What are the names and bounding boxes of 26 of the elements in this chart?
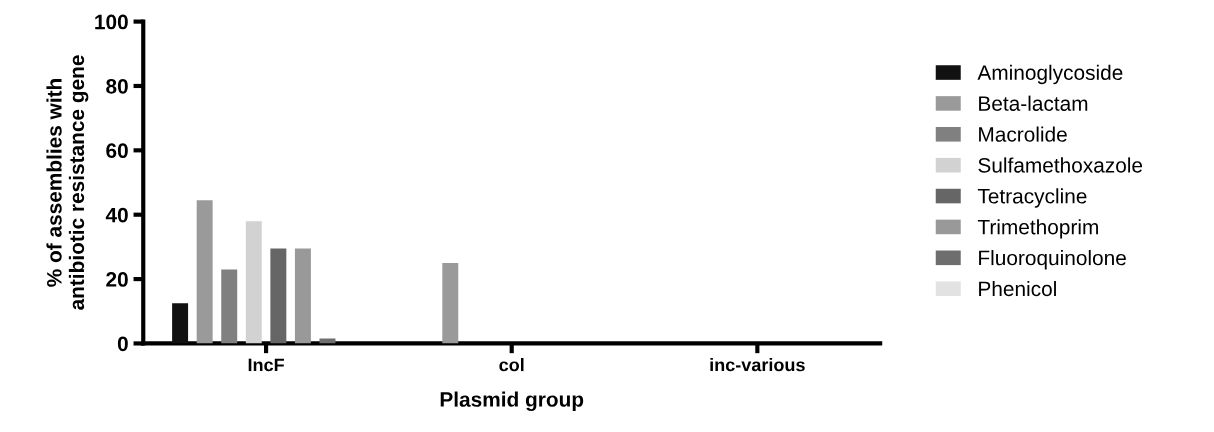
bar bbox=[196, 200, 213, 344]
x-tick-label: IncF bbox=[248, 358, 284, 372]
y-tick-label: 100 bbox=[95, 14, 128, 30]
bar bbox=[270, 248, 287, 344]
legend-label: Sulfamethoxazole bbox=[978, 157, 1143, 173]
y-axis-title: % of assemblies with antibiotic resistance gene bbox=[46, 55, 89, 310]
y-tick-label: 60 bbox=[106, 143, 128, 159]
y-tick-label: 80 bbox=[106, 78, 128, 94]
legend-label: Fluoroquinolone bbox=[979, 250, 1126, 270]
legend-label: Macrolide bbox=[979, 126, 1067, 142]
y-tick-label: 0 bbox=[117, 336, 128, 352]
legend-label: Aminoglycoside bbox=[977, 64, 1123, 85]
y-tick-label: 20 bbox=[106, 272, 128, 287]
legend-label: Trimethoprim bbox=[977, 219, 1098, 239]
legend-label: Phenicol bbox=[979, 280, 1056, 297]
x-tick-label: col bbox=[499, 358, 524, 372]
bar bbox=[294, 248, 311, 344]
bar bbox=[442, 262, 459, 344]
x-tick-label: inc-various bbox=[710, 358, 805, 372]
legend-label: Beta-lactam bbox=[979, 95, 1088, 111]
x-axis-title: Plasmid group bbox=[440, 391, 584, 412]
y-tick-label: 40 bbox=[105, 207, 128, 223]
bar bbox=[172, 303, 189, 344]
legend-label: Tetracycline bbox=[977, 188, 1087, 208]
bar bbox=[221, 269, 238, 344]
bar bbox=[245, 221, 262, 344]
